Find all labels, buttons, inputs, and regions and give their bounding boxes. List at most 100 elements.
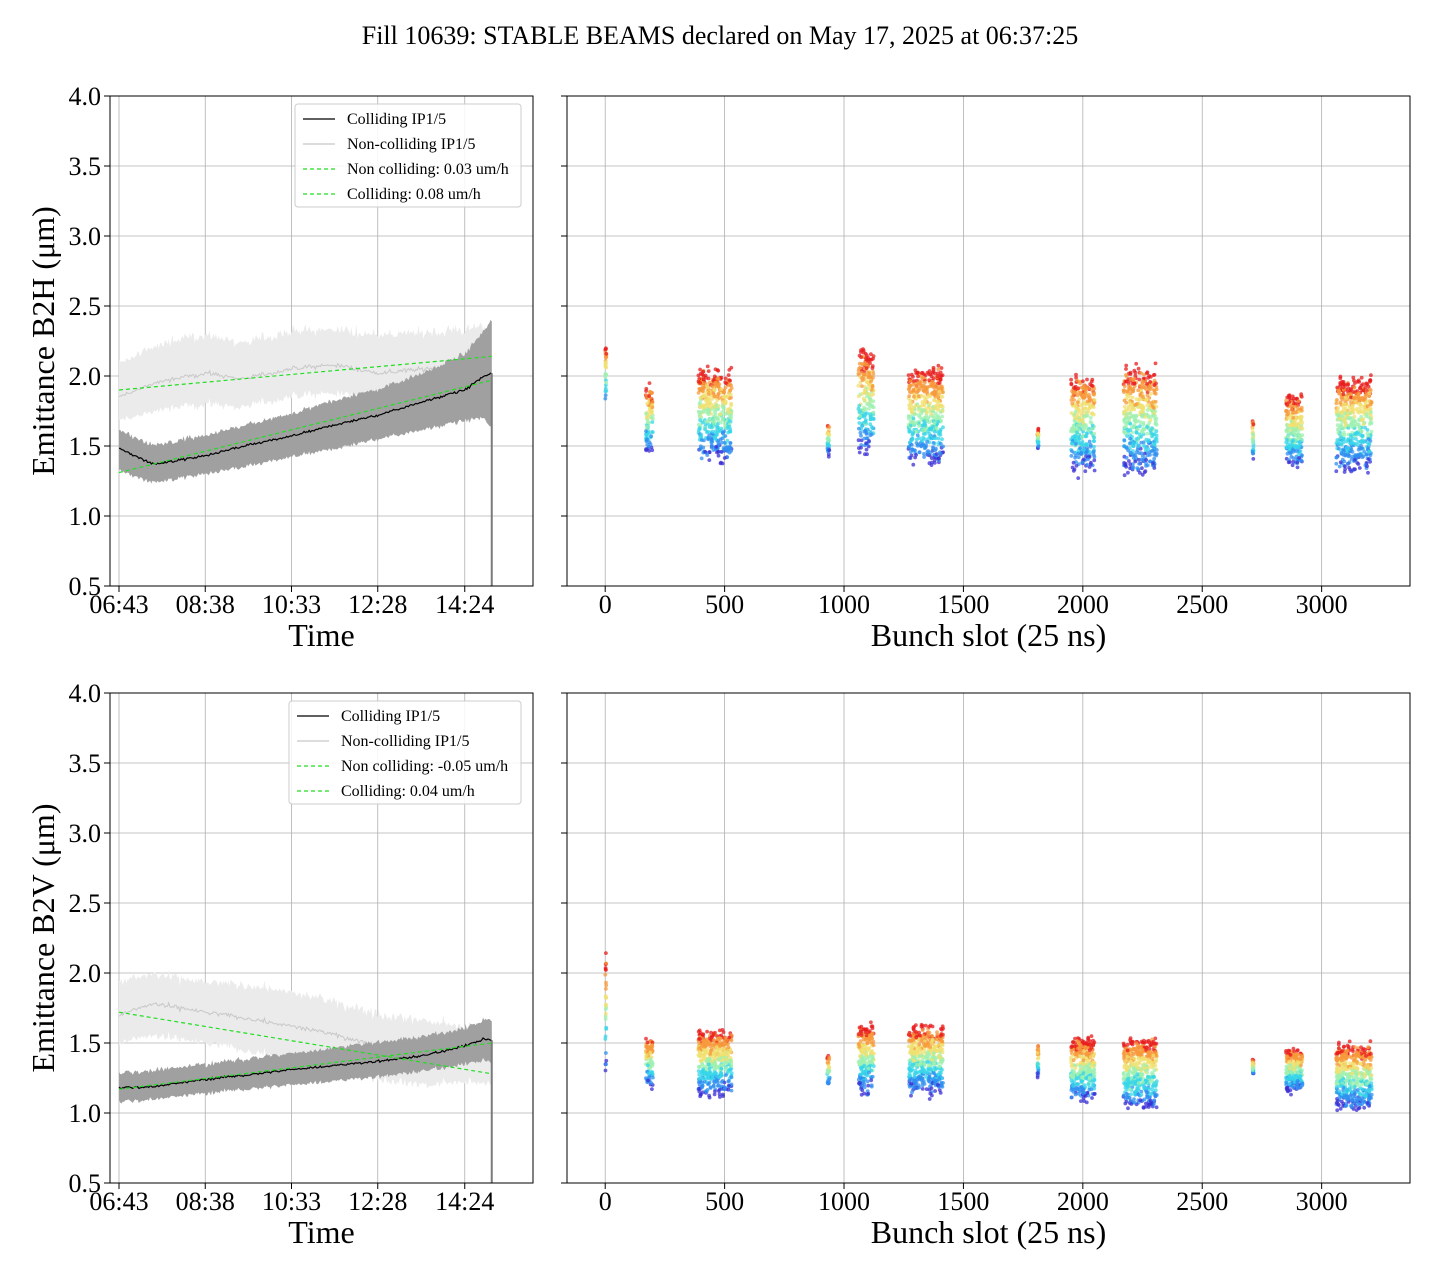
- b2v-bunch-bunch-point: [935, 1083, 940, 1087]
- b2h-bunch-bunch-point: [1127, 394, 1132, 399]
- b2h-bunch-bunch-point: [1294, 449, 1299, 454]
- b2h-bunch-bunch-point: [1251, 437, 1256, 442]
- b2h-time-frame: [109, 95, 534, 587]
- b2h-bunch-bunch-point: [1358, 402, 1363, 407]
- b2v-bunch-bunch-point: [1076, 1046, 1080, 1051]
- b2h-bunch-bunch-point: [700, 394, 705, 399]
- b2h-bunch-bunch-point: [698, 404, 702, 409]
- b2h-bunch-bunch-point: [915, 390, 919, 395]
- b2v-bunch-bunch-point: [923, 1054, 928, 1059]
- b2v-bunch-bunch-point: [932, 1081, 937, 1086]
- b2h-time-xtick-label: 08:38: [176, 590, 235, 619]
- b2h-bunch-bunch-point: [1124, 373, 1128, 377]
- b2h-bunch-bunch-point: [1139, 457, 1144, 462]
- b2h-bunch-bunch-point: [1293, 401, 1298, 406]
- b2h-bunch-bunch-point: [871, 416, 876, 421]
- b2h-bunch-bunch-point: [911, 416, 916, 421]
- b2h-bunch-bunch-point: [918, 415, 922, 419]
- b2h-bunch-bunch-point: [1338, 384, 1342, 388]
- b2v-bunch-bunch-point: [1069, 1055, 1073, 1060]
- b2v-bunch-bunch-point: [1078, 1064, 1083, 1068]
- b2h-bunch-bunch-point: [1081, 379, 1085, 384]
- b2h-bunch-bunch-point: [1137, 377, 1142, 382]
- b2h-bunch-bunch-point: [920, 408, 925, 412]
- b2h-bunch-bunch-point: [1070, 449, 1074, 453]
- b2h-bunch-bunch-point: [1092, 455, 1097, 459]
- b2h-bunch-bunch-point: [1352, 378, 1356, 383]
- b2v-bunch-bunch-point: [926, 1056, 931, 1061]
- b2h-bunch-bunch-point: [650, 420, 655, 424]
- b2h-bunch-bunch-point: [604, 355, 608, 360]
- b2v-bunch-bunch-point: [927, 1024, 931, 1029]
- b2h-bunch-bunch-point: [865, 362, 869, 367]
- b2h-bunch-bunch-point: [1297, 433, 1302, 437]
- b2h-bunch-bunch-point: [1074, 372, 1078, 377]
- b2h-bunch-xtick-label: 1500: [937, 590, 989, 619]
- b2h-bunch-bunch-point: [1342, 470, 1347, 474]
- b2h-bunch-bunch-point: [1134, 397, 1139, 402]
- b2v-bunch-bunch-point: [712, 1079, 716, 1084]
- b2v-bunch-bunch-point: [1090, 1096, 1094, 1100]
- b2h-bunch-bunch-point: [907, 394, 912, 398]
- b2h-bunch-bunch-point: [856, 438, 861, 443]
- b2h-bunch-bunch-point: [644, 429, 648, 433]
- b2h-bunch-bunch-point: [1084, 434, 1089, 439]
- b2h-bunch-bunch-point: [713, 436, 718, 440]
- b2v-bunch-bunch-point: [1073, 1063, 1078, 1068]
- b2h-bunch-bunch-point: [1342, 418, 1346, 422]
- b2h-bunch-bunch-point: [1151, 461, 1155, 465]
- b2v-bunch-bunch-point: [826, 1070, 831, 1074]
- b2h-bunch-bunch-point: [1364, 452, 1369, 457]
- b2h-bunch-bunch-point: [722, 421, 727, 426]
- b2h-bunch-bunch-point: [1122, 438, 1127, 442]
- b2h-bunch-bunch-point: [925, 370, 930, 375]
- b2v-time-ytick-label: 2.0: [69, 959, 102, 988]
- b2h-bunch-bunch-point: [1368, 406, 1373, 411]
- b2h-bunch-bunch-point: [604, 380, 609, 385]
- b2h-bunch-bunch-point: [1077, 390, 1081, 395]
- b2h-bunch-bunch-point: [1334, 469, 1339, 474]
- b2h-bunch-bunch-point: [1070, 395, 1075, 399]
- b2v-bunch-bunch-point: [1150, 1084, 1155, 1088]
- b2v-bunch-bunch-point: [916, 1075, 921, 1079]
- b2h-bunch-bunch-point: [1154, 381, 1158, 386]
- b2h-bunch-bunch-point: [1090, 384, 1095, 388]
- b2v-bunch-bunch-point: [603, 966, 608, 970]
- b2h-bunch-bunch-point: [645, 424, 649, 429]
- b2v-bunch-bunch-point: [870, 1026, 875, 1031]
- b2v-bunch-points: [603, 951, 1374, 1113]
- b2v-bunch-bunch-point: [912, 1058, 916, 1063]
- b2h-bunch-bunch-point: [857, 450, 862, 455]
- b2v-bunch-bunch-point: [935, 1032, 940, 1037]
- b2h-bunch-bunch-point: [908, 429, 912, 434]
- b2h-bunch-bunch-point: [704, 402, 709, 406]
- b2h-bunch-bunch-point: [1077, 397, 1082, 402]
- b2v-bunch-bunch-point: [1121, 1093, 1126, 1098]
- b2v-bunch-bunch-point: [604, 995, 609, 1000]
- b2v-bunch-bunch-point: [717, 1092, 722, 1097]
- b2h-bunch-bunch-point: [1092, 458, 1097, 463]
- b2h-bunch-bunch-point: [862, 436, 867, 441]
- b2v-bunch-bunch-point: [701, 1032, 706, 1037]
- b2h-bunch-bunch-point: [1075, 412, 1080, 417]
- b2h-bunch-bunch-point: [1140, 379, 1145, 384]
- b2v-bunch-bunch-point: [701, 1076, 706, 1081]
- b2h-bunch-bunch-point: [715, 377, 720, 381]
- b2h-bunch-bunch-point: [935, 403, 940, 407]
- b2v-bunch-bunch-point: [710, 1034, 714, 1039]
- b2h-bunch-bunch-point: [1335, 398, 1339, 402]
- b2h-bunch-bunch-point: [922, 394, 926, 399]
- b2h-bunch-bunch-point: [868, 374, 873, 379]
- b2h-bunch-bunch-point: [1152, 452, 1157, 457]
- b2h-bunch-bunch-point: [705, 364, 710, 369]
- b2h-bunch-bunch-point: [729, 395, 733, 400]
- b2h-bunch-bunch-point: [908, 384, 912, 389]
- b2v-bunch-bunch-point: [1073, 1036, 1077, 1041]
- b2h-bunch-xtick-label: 500: [705, 590, 744, 619]
- b2v-bunch-bunch-point: [917, 1030, 921, 1035]
- b2h-bunch-bunch-point: [926, 415, 930, 420]
- b2v-bunch-bunch-point: [1146, 1038, 1151, 1043]
- b2h-bunch-bunch-point: [1082, 448, 1086, 452]
- b2v-bunch-bunch-point: [859, 1033, 864, 1037]
